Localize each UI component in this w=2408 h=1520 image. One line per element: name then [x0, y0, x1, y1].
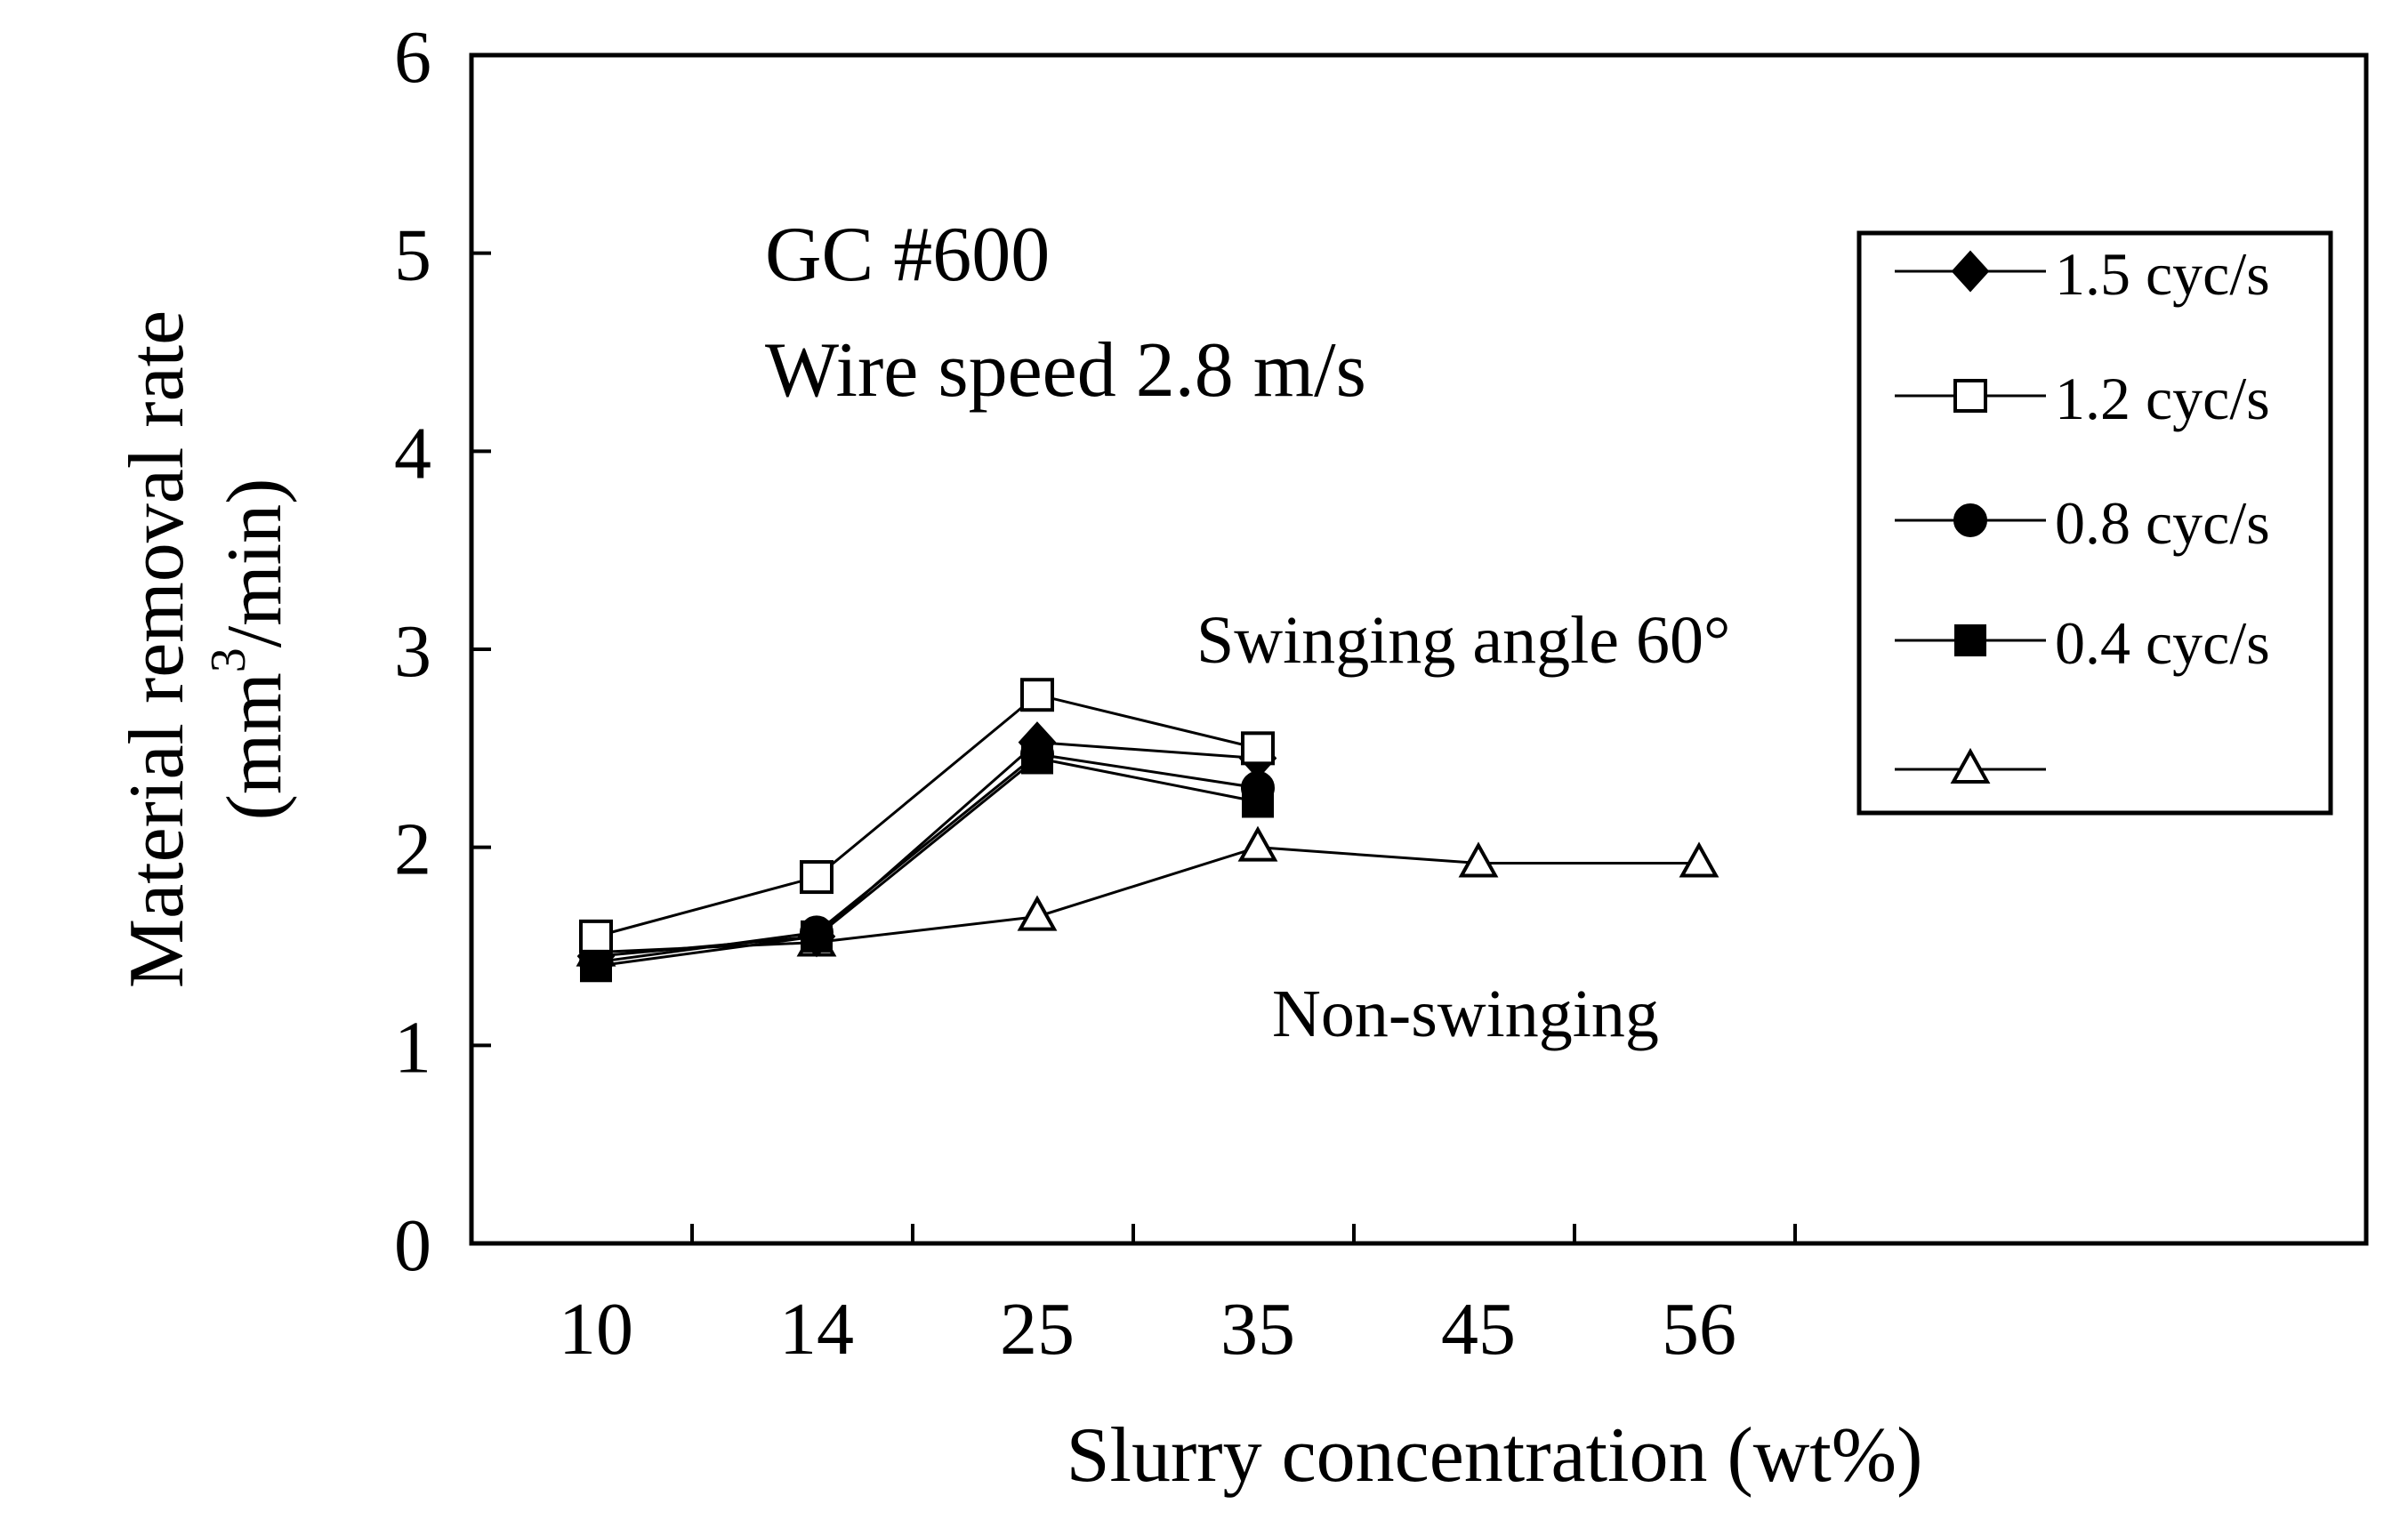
y-tick-label: 5 [394, 214, 431, 297]
y-axis-title-line1: Material removal rate [114, 310, 200, 988]
data-point [1021, 742, 1053, 775]
legend-label: 1.5 cyc/s [2055, 240, 2270, 308]
x-tick-label: 56 [1662, 1288, 1736, 1371]
y-axis-title-line2: (mm3/min) [201, 479, 298, 821]
y-tick-label: 6 [394, 16, 431, 99]
legend-item: 1.2 cyc/s [1895, 365, 2270, 432]
data-point [1017, 895, 1058, 931]
series-0-4-cyc-s [580, 742, 1274, 983]
series-line [595, 752, 1259, 964]
data-point [1242, 785, 1274, 818]
y-tick-label: 4 [394, 412, 431, 495]
data-point [1953, 503, 1987, 537]
series-line [595, 756, 1259, 968]
y-axis: 0 1 2 3 4 5 6 [394, 16, 491, 1287]
series-line [595, 846, 1699, 954]
data-point [1679, 841, 1719, 878]
series-1-2-cyc-s [579, 678, 1275, 953]
data-point [1953, 379, 1987, 413]
data-point [579, 919, 613, 953]
legend-label: 0.8 cyc/s [2055, 489, 2270, 557]
data-point [580, 950, 612, 983]
annotation-swinging: Swinging angle 60° [1196, 603, 1730, 678]
y-axis-title: Material removal rate (mm3/min) [114, 310, 298, 988]
annotation-non-swinging: Non-swinging [1272, 977, 1659, 1051]
legend-item: 0.8 cyc/s [1895, 489, 2270, 557]
series-line [595, 741, 1259, 958]
y-tick-label: 2 [394, 808, 431, 891]
data-point [1954, 624, 1986, 656]
legend-label: 1.2 cyc/s [2055, 365, 2270, 432]
data-point [1020, 678, 1054, 712]
legend-item: 0.4 cyc/s [1895, 609, 2270, 677]
data-point [800, 860, 834, 895]
data-point [1950, 747, 1991, 784]
data-point [1951, 250, 1990, 293]
y-tick-label: 1 [394, 1006, 431, 1089]
legend-box [1856, 230, 2333, 816]
annotation-grit: GC #600 [765, 212, 1050, 298]
x-axis-title: Slurry concentration (wt%) [1067, 1412, 1923, 1499]
data-point [801, 920, 833, 953]
series-1-5-cyc-s [576, 721, 1277, 977]
series-line [595, 693, 1259, 938]
x-tick-label: 35 [1220, 1288, 1295, 1371]
series-layer [576, 678, 1719, 983]
legend-item [1895, 747, 2046, 784]
x-tick-label: 14 [779, 1288, 854, 1371]
x-tick-label: 10 [559, 1288, 633, 1371]
data-point [1458, 841, 1499, 878]
legend: 1.5 cyc/s 1.2 cyc/s 0.8 cyc/s 0.4 cyc/s [1856, 230, 2333, 816]
x-tick-label: 25 [1000, 1288, 1075, 1371]
data-point [1237, 825, 1278, 862]
series-0-8-cyc-s [579, 737, 1275, 979]
annotation-wire-speed: Wire speed 2.8 m/s [765, 327, 1366, 414]
x-tick-label: 45 [1441, 1288, 1516, 1371]
legend-label: 0.4 cyc/s [2055, 609, 2270, 677]
y-tick-label: 3 [394, 610, 431, 693]
data-point [1241, 731, 1275, 766]
x-axis: 10 14 25 35 45 56 [470, 1224, 1797, 1371]
legend-item: 1.5 cyc/s [1895, 240, 2270, 308]
y-tick-label: 0 [394, 1204, 431, 1287]
